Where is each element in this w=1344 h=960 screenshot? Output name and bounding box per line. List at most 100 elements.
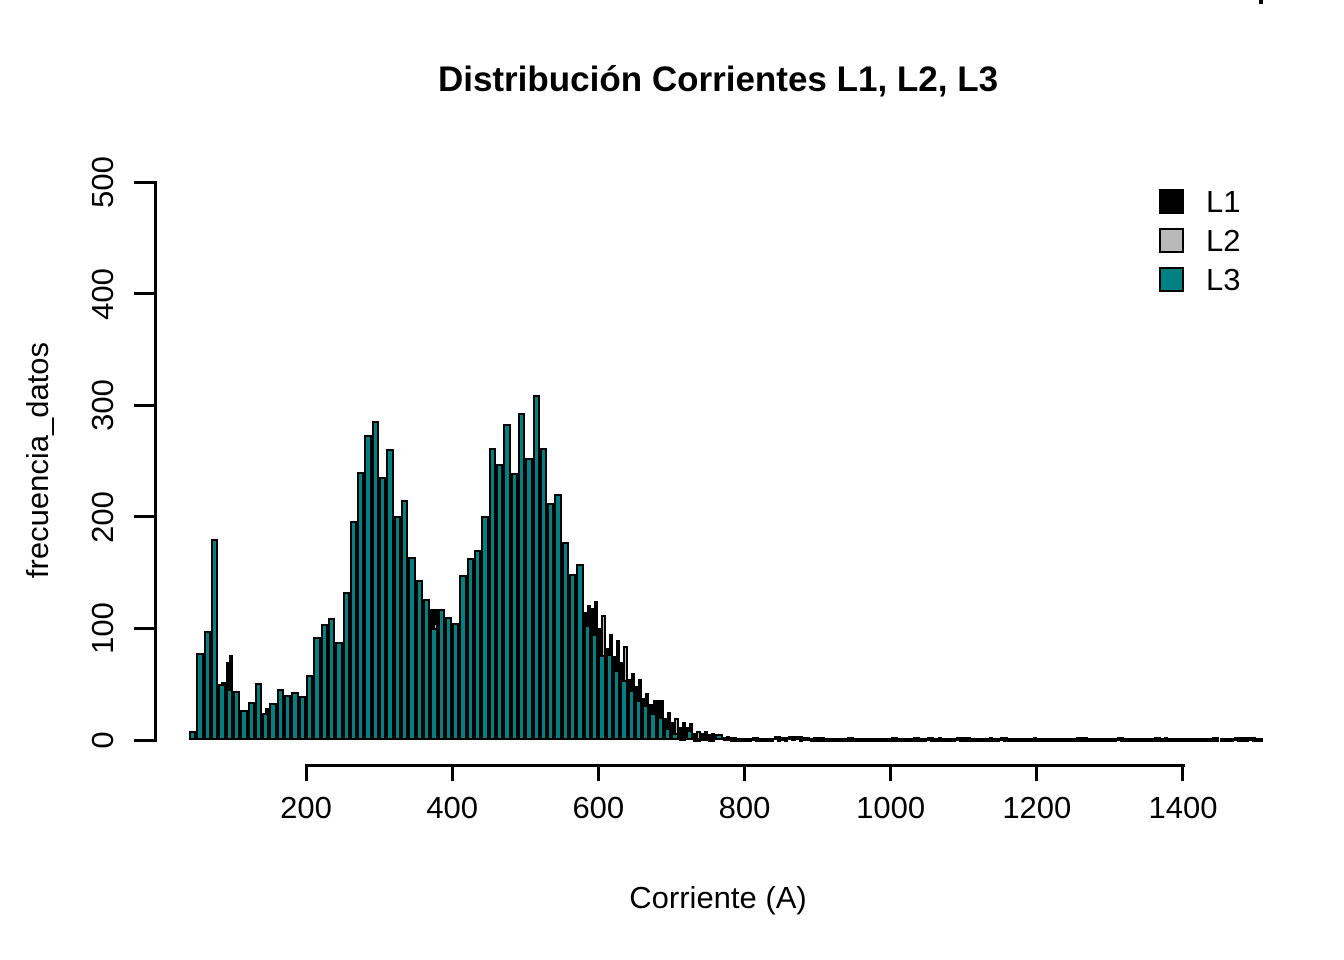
bar-l3 xyxy=(1036,737,1045,742)
bar-l3 xyxy=(897,737,906,742)
bar-l3 xyxy=(1197,737,1205,742)
bar-l3 xyxy=(686,729,694,740)
bar-l3 xyxy=(1226,737,1235,742)
bar-l3 xyxy=(1234,736,1242,741)
bar-l3 xyxy=(218,684,226,740)
bar-l3 xyxy=(919,737,928,742)
bar-l3 xyxy=(656,716,665,740)
bar-l3 xyxy=(313,637,321,740)
bar-l3 xyxy=(1117,736,1125,741)
bar-l3 xyxy=(729,737,738,742)
bar-l3 xyxy=(949,737,957,742)
bar-l3 xyxy=(379,476,387,740)
bar-l3 xyxy=(371,420,380,740)
bar-l3 xyxy=(496,464,504,740)
bar-l3 xyxy=(861,737,869,742)
y-tick-label: 500 xyxy=(85,156,120,208)
bar-l3 xyxy=(1190,737,1198,742)
bar-l3 xyxy=(1146,737,1154,742)
bar-l3 xyxy=(203,630,211,740)
legend: L1 L2 L3 xyxy=(1159,182,1240,299)
bar-l3 xyxy=(525,457,533,740)
bar-l3 xyxy=(905,737,913,742)
bar-l3 xyxy=(1161,737,1169,742)
bar-l3 xyxy=(357,472,365,740)
bar-l3 xyxy=(1168,737,1176,742)
y-tick-label: 100 xyxy=(85,602,120,655)
legend-label: L2 xyxy=(1206,223,1241,258)
x-tick xyxy=(889,764,893,781)
bar-l3 xyxy=(254,683,263,740)
bar-l3 xyxy=(276,688,285,740)
y-tick-label: 0 xyxy=(85,731,120,749)
bar-l3 xyxy=(1241,737,1249,742)
bar-l3 xyxy=(715,734,723,740)
bar-l3 xyxy=(1182,737,1191,742)
bar-l3 xyxy=(934,737,942,742)
bar-l3 xyxy=(576,563,584,740)
bar-l3 xyxy=(927,736,935,741)
bar-l3 xyxy=(342,591,350,740)
bar-l3 xyxy=(1124,737,1132,742)
bar-l3 xyxy=(854,737,862,742)
bar-l3 xyxy=(189,731,197,740)
bar-l3 xyxy=(883,737,891,742)
bar-l3 xyxy=(751,736,760,741)
bar-l3 xyxy=(912,737,920,742)
bar-l3 xyxy=(1212,737,1220,742)
bar-l3 xyxy=(364,435,372,740)
bar-l3 xyxy=(320,623,328,740)
bar-l3 xyxy=(744,737,752,742)
bar-l3 xyxy=(386,448,394,740)
bar-l3 xyxy=(985,737,993,742)
bar-l3 xyxy=(481,515,489,740)
bar-l3 xyxy=(707,737,716,742)
x-tick-label: 1200 xyxy=(1002,790,1072,825)
bar-l3 xyxy=(634,699,643,740)
y-tick xyxy=(134,180,154,184)
legend-row: L3 xyxy=(1159,260,1240,299)
bar-l3 xyxy=(225,688,233,740)
bar-l3 xyxy=(642,705,650,740)
bar-l3 xyxy=(583,625,591,740)
bar-l3 xyxy=(349,521,358,740)
bar-l3 xyxy=(415,580,423,740)
bar-l3 xyxy=(1051,737,1059,742)
bar-l3 xyxy=(1095,737,1103,742)
legend-row: L2 xyxy=(1159,221,1240,260)
bar-l3 xyxy=(1204,737,1213,742)
bar-l3 xyxy=(422,599,431,740)
bar-l3 xyxy=(978,737,986,742)
bar-l3 xyxy=(240,709,248,740)
bar-l2 xyxy=(1259,0,1264,4)
legend-swatch-l3 xyxy=(1159,267,1184,292)
bar-l3 xyxy=(1139,737,1147,742)
bar-l3 xyxy=(408,556,416,740)
bar-l3 xyxy=(766,737,774,742)
bar-l3 xyxy=(802,736,811,741)
bar-l3 xyxy=(393,515,401,740)
x-axis-title: Corriente (A) xyxy=(629,880,807,915)
bar-l3 xyxy=(539,447,548,740)
bar-l3 xyxy=(678,736,686,741)
bar-l3 xyxy=(269,703,277,740)
bar-l3 xyxy=(1014,737,1023,742)
bar-l3 xyxy=(291,692,299,740)
bar-l3 xyxy=(510,473,518,740)
bar-l3 xyxy=(459,574,467,740)
bar-l3 xyxy=(890,737,898,742)
x-tick-label: 600 xyxy=(572,790,625,825)
y-axis-title: frecuencia_datos xyxy=(20,341,55,579)
bar-l3 xyxy=(598,655,606,740)
bar-l3 xyxy=(1131,737,1140,742)
x-tick-label: 200 xyxy=(280,790,332,825)
bar-l3 xyxy=(488,447,496,740)
bar-l3 xyxy=(941,737,950,742)
x-tick-label: 800 xyxy=(718,790,771,825)
bar-l3 xyxy=(605,654,613,740)
bar-l3 xyxy=(430,628,438,740)
y-tick-label: 400 xyxy=(85,267,120,320)
bar-l3 xyxy=(284,695,292,740)
bar-l3 xyxy=(503,424,511,740)
y-tick xyxy=(134,626,154,630)
